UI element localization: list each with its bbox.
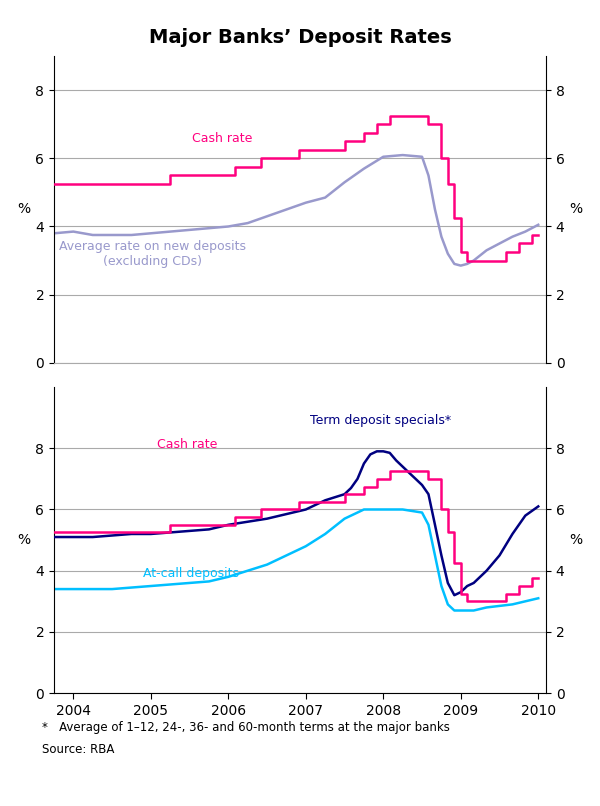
Text: Cash rate: Cash rate <box>157 438 218 451</box>
Text: Term deposit specials*: Term deposit specials* <box>310 413 451 426</box>
Text: Average rate on new deposits
(excluding CDs): Average rate on new deposits (excluding … <box>59 240 246 268</box>
Text: Major Banks’ Deposit Rates: Major Banks’ Deposit Rates <box>149 28 451 48</box>
Text: *   Average of 1–12, 24-, 36- and 60-month terms at the major banks: * Average of 1–12, 24-, 36- and 60-month… <box>42 721 450 734</box>
Y-axis label: %: % <box>18 533 31 547</box>
Text: At-call deposits: At-call deposits <box>143 567 239 580</box>
Text: Cash rate: Cash rate <box>192 132 252 145</box>
Text: Source: RBA: Source: RBA <box>42 743 115 756</box>
Y-axis label: %: % <box>569 202 582 217</box>
Y-axis label: %: % <box>18 202 31 217</box>
Y-axis label: %: % <box>569 533 582 547</box>
